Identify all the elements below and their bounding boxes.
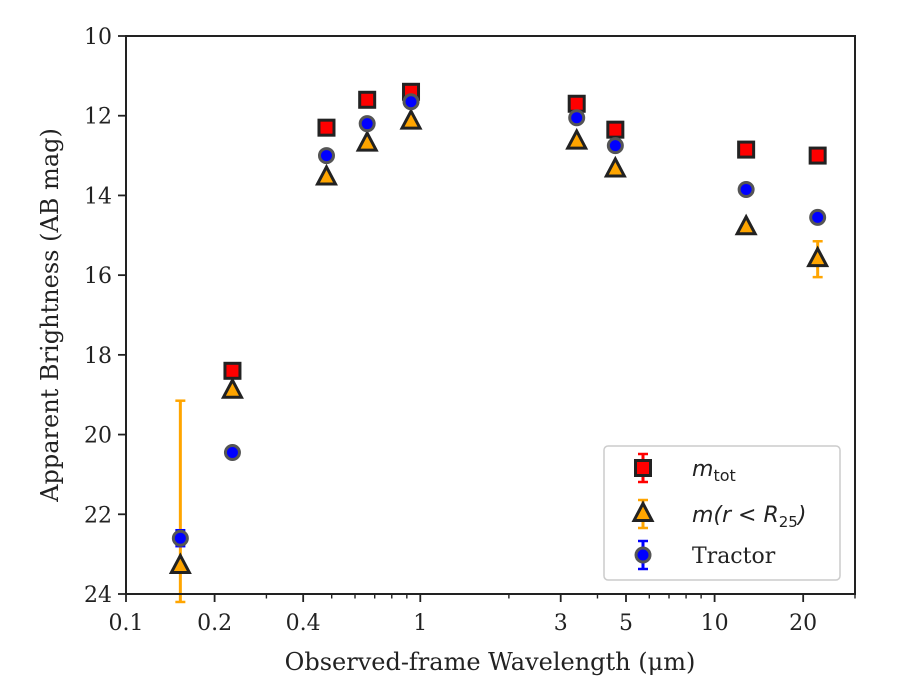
data-point-mr25 — [168, 552, 192, 575]
data-point-mtot — [808, 146, 827, 165]
series-mtot — [223, 82, 827, 380]
y-tick-label: 20 — [84, 424, 112, 449]
legend-entries: mtot m(r < R25) Tractor — [631, 452, 806, 571]
data-point-mtot — [358, 90, 377, 109]
y-tick-label: 10 — [84, 25, 112, 50]
data-point-tractor — [606, 137, 624, 155]
y-axis-label: Apparent Brightness (AB mag) — [36, 128, 64, 503]
axis-ticks: 0.1 0.2 0.4 1 3 5 10 20 10 12 14 16 18 20 22 24 — [84, 25, 856, 636]
y-tick-label: 22 — [84, 503, 112, 528]
legend-label: Tractor — [692, 544, 776, 569]
y-tick-label: 24 — [84, 583, 112, 608]
y-tick-label: 18 — [84, 344, 112, 369]
x-tick-label: 5 — [619, 611, 633, 636]
x-tick-label: 1 — [413, 611, 427, 636]
data-point-mr25 — [314, 163, 338, 186]
legend-marker-mtot — [634, 459, 652, 477]
legend-marker-tractor — [634, 546, 652, 564]
data-marks — [168, 82, 830, 604]
data-point-tractor — [402, 93, 420, 111]
data-point-mr25 — [806, 245, 830, 268]
data-point-mr25 — [220, 376, 244, 399]
data-point-mr25 — [565, 127, 589, 150]
legend-frame — [603, 445, 841, 581]
legend-label: mtot — [692, 457, 736, 485]
legend-entry-tractor: Tractor — [634, 539, 776, 571]
y-tick-label: 14 — [84, 184, 112, 209]
data-point-mr25 — [734, 213, 758, 236]
series-mr25 — [168, 107, 830, 604]
data-point-mr25 — [355, 129, 379, 152]
data-point-tractor — [809, 208, 827, 226]
y-tick-label: 12 — [84, 105, 112, 130]
x-tick-label: 0.4 — [286, 611, 321, 636]
x-axis-label: Observed-frame Wavelength (μm) — [285, 648, 696, 676]
series-tractor — [171, 93, 827, 548]
data-point-mtot — [737, 140, 756, 159]
data-point-tractor — [737, 180, 755, 198]
data-point-tractor — [171, 529, 189, 547]
data-point-mr25 — [603, 155, 627, 178]
data-point-tractor — [223, 444, 241, 462]
data-point-mr25 — [399, 107, 423, 130]
plot-frame — [125, 35, 856, 595]
y-tick-label: 16 — [84, 264, 112, 289]
legend-label: m(r < R25) — [692, 503, 806, 531]
data-point-tractor — [568, 109, 586, 127]
legend-entry-mr25: m(r < R25) — [631, 498, 806, 531]
x-tick-label: 0.2 — [197, 611, 232, 636]
data-point-mtot — [223, 361, 242, 380]
data-point-tractor — [317, 147, 335, 165]
x-tick-label: 20 — [789, 611, 817, 636]
data-point-mtot — [317, 118, 336, 137]
x-tick-label: 3 — [554, 611, 568, 636]
data-point-mtot — [606, 120, 625, 139]
data-point-mtot — [567, 94, 586, 113]
x-tick-label: 10 — [701, 611, 729, 636]
x-tick-label: 0.1 — [109, 611, 144, 636]
data-point-tractor — [358, 115, 376, 133]
legend-entry-mtot: mtot — [634, 452, 736, 485]
legend-marker-mr25 — [631, 500, 655, 522]
legend: mtot m(r < R25) Tractor — [603, 445, 841, 581]
